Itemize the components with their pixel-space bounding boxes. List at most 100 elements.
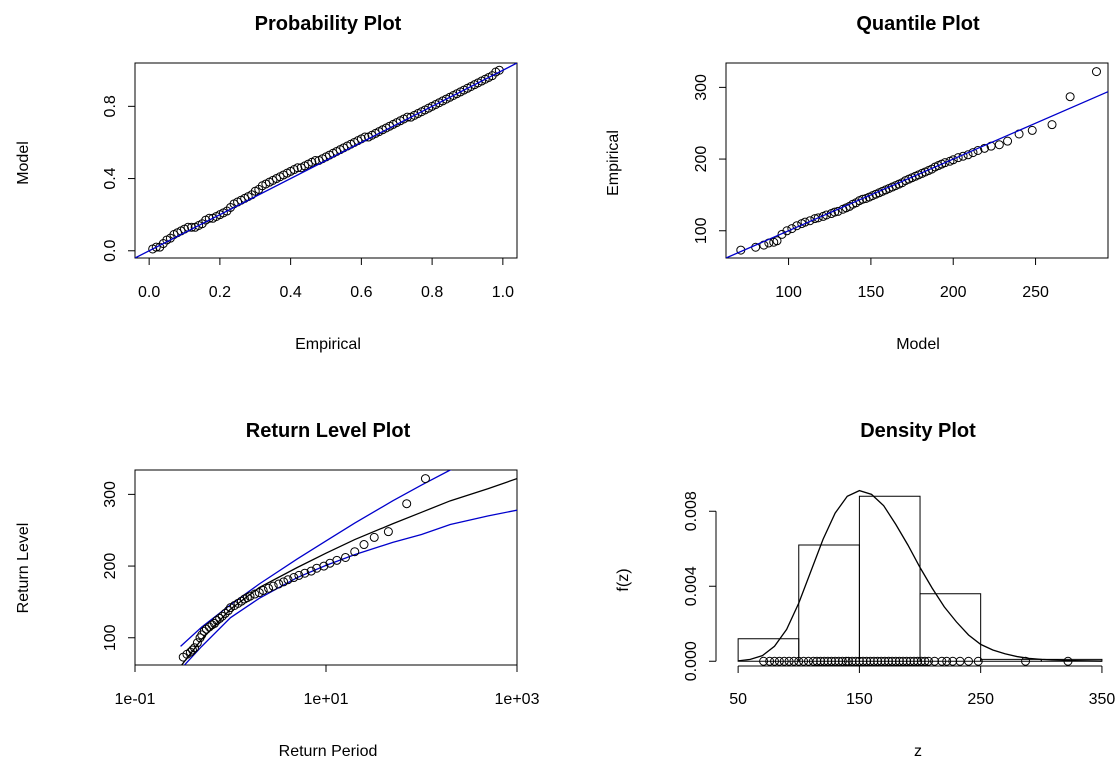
data-point: [268, 581, 278, 591]
data-point: [332, 555, 342, 565]
rug-point: [973, 656, 983, 666]
rug-point: [816, 656, 826, 666]
rug-point: [774, 656, 784, 666]
x-tick-label: 0.8: [421, 284, 443, 301]
data-point: [220, 608, 230, 618]
data-point: [245, 591, 255, 601]
data-point: [319, 561, 329, 571]
histogram-bar: [798, 544, 860, 662]
data-point: [217, 611, 227, 621]
rug-point: [843, 656, 853, 666]
data-point: [772, 236, 782, 246]
rug-point: [1021, 656, 1031, 666]
data-point: [283, 575, 293, 585]
rug-point: [841, 656, 851, 666]
reference-line: [726, 91, 1108, 258]
data-point: [274, 579, 284, 589]
y-axis-label: Model: [15, 141, 32, 185]
plot-area: 1e-01 1e+01 1e+03 100 200 300: [102, 469, 540, 708]
y-tick-label: 200: [693, 146, 710, 173]
data-point: [1047, 120, 1057, 130]
x-axis-label: Model: [896, 336, 940, 353]
data-point: [858, 194, 868, 204]
y-tick-label: 0.000: [683, 641, 700, 681]
chart-title: Return Level Plot: [246, 420, 411, 442]
data-point: [187, 645, 197, 655]
y-tick-label: 200: [102, 553, 119, 580]
lower-ci-line: [183, 509, 517, 665]
data-point: [215, 613, 225, 623]
x-tick-label: 250: [1022, 284, 1049, 301]
y-axis-label: Empirical: [605, 130, 622, 196]
upper-ci-line: [180, 470, 453, 647]
y-tick-label: 0.4: [102, 167, 119, 189]
data-point: [402, 499, 412, 509]
data-point: [1003, 136, 1013, 146]
x-tick-label: 0.6: [350, 284, 372, 301]
data-point: [190, 643, 200, 653]
rug-point: [799, 656, 809, 666]
data-point: [151, 242, 161, 252]
x-tick-label: 0.4: [280, 284, 302, 301]
data-point: [250, 589, 260, 599]
plot-area: 0.0 0.2 0.4 0.6 0.8 1.0 0.0 0.4 0.8: [102, 62, 518, 301]
data-point: [805, 216, 815, 226]
reference-line: [135, 63, 517, 258]
data-point: [192, 638, 202, 648]
data-point: [813, 213, 823, 223]
x-tick-label: 350: [1089, 691, 1116, 708]
y-axis-label: f(z): [615, 568, 632, 591]
estimate-line: [180, 477, 517, 665]
rug-point: [770, 656, 780, 666]
data-point: [201, 624, 211, 634]
rug-point: [1063, 656, 1073, 666]
rug-point: [851, 656, 861, 666]
data-point: [258, 585, 268, 595]
data-point: [1065, 92, 1075, 102]
rug-point: [924, 656, 934, 666]
data-point: [300, 568, 310, 578]
rug-point: [830, 656, 840, 666]
y-tick-label: 100: [693, 217, 710, 244]
rug-point: [873, 656, 883, 666]
data-point: [821, 210, 831, 220]
probability-plot-panel: Probability Plot Empirical Model 0.0 0.2 0…: [15, 13, 518, 353]
x-tick-label: 250: [967, 691, 994, 708]
data-point: [787, 224, 797, 234]
data-point: [948, 155, 958, 165]
plot-area: 50 150 250 350 0.000 0.004 0.008: [683, 489, 1116, 708]
rug-point: [898, 656, 908, 666]
x-tick-label: 1e+01: [304, 691, 349, 708]
x-tick-label: 100: [775, 284, 802, 301]
x-axis-label: Return Period: [279, 743, 378, 760]
histogram-bar: [980, 658, 1042, 662]
data-point: [383, 527, 393, 537]
rug-point: [808, 656, 818, 666]
rug-point: [858, 656, 868, 666]
x-tick-label: 150: [846, 691, 873, 708]
rug-point: [827, 656, 837, 666]
x-tick-label: 150: [858, 284, 885, 301]
rug-point: [930, 656, 940, 666]
rug-point: [847, 656, 857, 666]
density-curve: [738, 489, 1102, 662]
data-point: [369, 532, 379, 542]
data-point: [293, 163, 303, 173]
rug-point: [812, 656, 822, 666]
data-point: [212, 616, 222, 626]
data-point: [210, 618, 220, 628]
y-tick-label: 300: [693, 74, 710, 101]
y-tick-label: 300: [102, 481, 119, 508]
rug-point: [869, 656, 879, 666]
data-point: [294, 570, 304, 580]
chart-title: Density Plot: [860, 420, 976, 442]
rug-point: [916, 656, 926, 666]
y-tick-label: 100: [102, 624, 119, 651]
data-point: [810, 214, 820, 224]
rug-point: [905, 656, 915, 666]
rug-point: [920, 656, 930, 666]
x-tick-label: 0.2: [209, 284, 231, 301]
data-point: [350, 547, 360, 557]
rug-point: [891, 656, 901, 666]
